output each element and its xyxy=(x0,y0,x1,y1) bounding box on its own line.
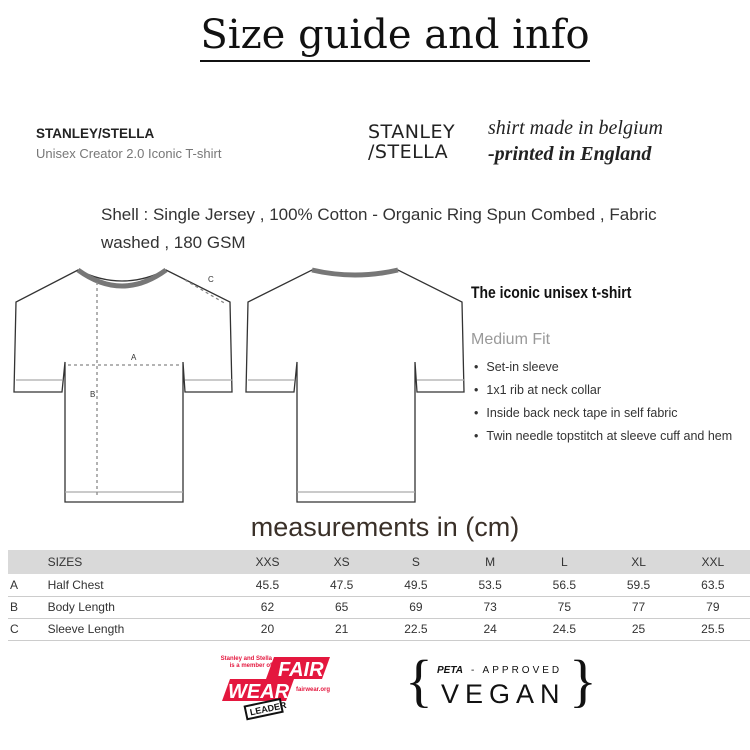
logo-line2: /STELLA xyxy=(368,141,449,163)
cell: 73 xyxy=(453,596,528,619)
tshirt-back xyxy=(245,267,465,503)
row-key: B xyxy=(8,596,48,619)
cell: 25 xyxy=(601,618,676,641)
table-header: SIZES XXS XS S M L XL XXL xyxy=(8,550,750,574)
header-size: L xyxy=(527,550,602,574)
header-size: XS xyxy=(304,550,379,574)
printed-in-text: -printed in England xyxy=(488,143,652,165)
title-text: Size guide and info xyxy=(200,12,590,62)
cell: 24 xyxy=(453,618,528,641)
feature-item: Set-in sleeve xyxy=(474,360,558,374)
table-row: A Half Chest 45.5 47.5 49.5 53.5 56.5 59.5 63.5 xyxy=(8,574,750,597)
header-size: M xyxy=(453,550,528,574)
cell: 45.5 xyxy=(230,574,305,597)
cell: 79 xyxy=(675,596,750,619)
row-key: C xyxy=(8,618,48,641)
cell: 47.5 xyxy=(304,574,379,597)
peta-text: PETA xyxy=(437,665,463,676)
header-sizes: SIZES xyxy=(47,550,231,574)
label-c: C xyxy=(208,275,214,284)
feature-item: Inside back neck tape in self fabric xyxy=(474,406,677,420)
header-size: XXS xyxy=(230,550,305,574)
fairwear-small-text: Stanley and Stella is a member of xyxy=(220,656,272,669)
cell: 65 xyxy=(304,596,379,619)
measurements-title: measurements in (cm) xyxy=(250,512,520,542)
model-name: Unisex Creator 2.0 Iconic T-shirt xyxy=(36,146,222,161)
size-table: SIZES XXS XS S M L XL XXL A Half Chest 45… xyxy=(8,550,750,641)
stanley-stella-logo: STANLEY/STELLA xyxy=(368,122,455,162)
header-size: S xyxy=(378,550,454,574)
cell: 21 xyxy=(304,618,379,641)
cell: 63.5 xyxy=(675,574,750,597)
cell: 62 xyxy=(230,596,305,619)
right-brace-icon: } xyxy=(569,650,595,713)
fairwear-url: fairwear.org xyxy=(296,687,330,693)
approved-text: - APPROVED xyxy=(471,665,562,676)
tshirt-front xyxy=(13,267,233,503)
vegan-text: VEGAN xyxy=(441,679,566,709)
features-heading: The iconic unisex t-shirt xyxy=(471,283,632,302)
cell: 20 xyxy=(230,618,305,641)
table-row: C Sleeve Length 20 21 22.5 24 24.5 25 25.5 xyxy=(8,618,750,641)
header-size: XXL xyxy=(675,550,750,574)
cell: 56.5 xyxy=(527,574,602,597)
header-size: XL xyxy=(601,550,676,574)
cell: 69 xyxy=(378,596,454,619)
peta-vegan-badge: { } PETA - APPROVED VEGAN xyxy=(405,650,595,713)
row-name: Sleeve Length xyxy=(47,618,231,641)
row-key: A xyxy=(8,574,48,597)
cell: 49.5 xyxy=(378,574,454,597)
cell: 59.5 xyxy=(601,574,676,597)
cell: 22.5 xyxy=(378,618,454,641)
page-title: Size guide and info xyxy=(0,12,750,62)
label-a: A xyxy=(131,353,137,362)
cell: 53.5 xyxy=(453,574,528,597)
left-brace-icon: { xyxy=(405,650,433,713)
made-in-text: shirt made in belgium xyxy=(488,117,663,139)
label-b: B xyxy=(90,390,95,399)
fair-text: FAIR xyxy=(278,659,324,681)
feature-item: 1x1 rib at neck collar xyxy=(474,383,601,397)
cell: 24.5 xyxy=(527,618,602,641)
cell: 75 xyxy=(527,596,602,619)
feature-item: Twin needle topstitch at sleeve cuff and… xyxy=(474,429,732,443)
tshirt-diagram: A B C xyxy=(13,267,465,503)
shell-description: Shell : Single Jersey , 100% Cotton - Or… xyxy=(101,205,657,252)
row-name: Half Chest xyxy=(47,574,231,597)
cell: 25.5 xyxy=(675,618,750,641)
fair-wear-leader-badge: FAIR WEAR fairwear.org LEADER xyxy=(222,657,330,721)
row-name: Body Length xyxy=(47,596,231,619)
logo-line1: STANLEY xyxy=(368,121,456,143)
fit-label: Medium Fit xyxy=(471,331,551,348)
table-row: B Body Length 62 65 69 73 75 77 79 xyxy=(8,596,750,619)
cell: 77 xyxy=(601,596,676,619)
wear-text: WEAR xyxy=(228,681,290,703)
brand-name: STANLEY/STELLA xyxy=(36,126,155,141)
